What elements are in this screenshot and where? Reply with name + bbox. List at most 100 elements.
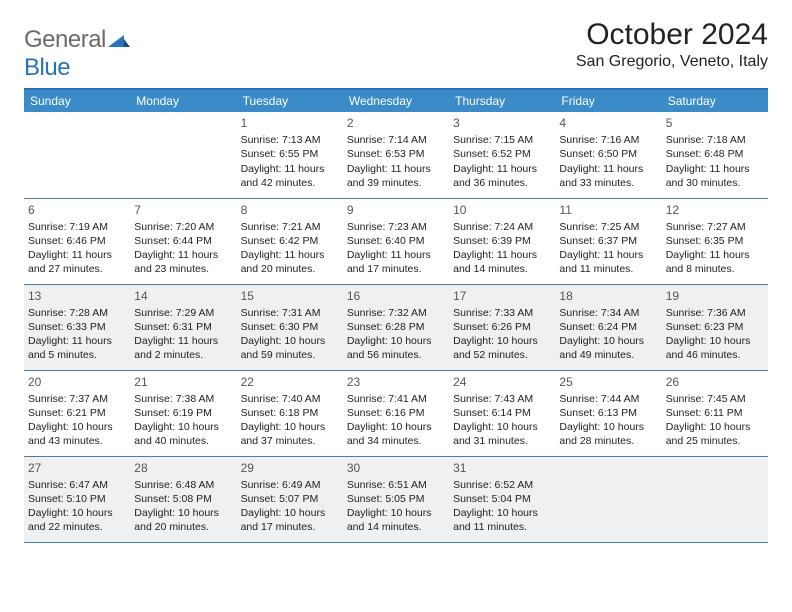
day-number: 17 bbox=[453, 288, 551, 304]
calendar-day: 24Sunrise: 7:43 AMSunset: 6:14 PMDayligh… bbox=[449, 370, 555, 456]
sunset-text: Sunset: 6:24 PM bbox=[559, 320, 657, 334]
sunset-text: Sunset: 6:19 PM bbox=[134, 406, 232, 420]
sunset-text: Sunset: 6:23 PM bbox=[666, 320, 764, 334]
sunrise-text: Sunrise: 7:14 AM bbox=[347, 133, 445, 147]
daylight-text: Daylight: 10 hours and 56 minutes. bbox=[347, 334, 445, 362]
calendar-week: 20Sunrise: 7:37 AMSunset: 6:21 PMDayligh… bbox=[24, 370, 768, 456]
location-label: San Gregorio, Veneto, Italy bbox=[576, 53, 768, 71]
sunrise-text: Sunrise: 7:25 AM bbox=[559, 220, 657, 234]
daylight-text: Daylight: 10 hours and 43 minutes. bbox=[28, 420, 126, 448]
daylight-text: Daylight: 11 hours and 5 minutes. bbox=[28, 334, 126, 362]
calendar-table: SundayMondayTuesdayWednesdayThursdayFrid… bbox=[24, 88, 768, 543]
calendar-day: 22 Sunrise: 7:40 AMSunset: 6:18 PMDayligh… bbox=[237, 370, 343, 456]
calendar-week: 13Sunrise: 7:28 AMSunset: 6:33 PMDayligh… bbox=[24, 284, 768, 370]
sunset-text: Sunset: 6:21 PM bbox=[28, 406, 126, 420]
daylight-text: Daylight: 11 hours and 2 minutes. bbox=[134, 334, 232, 362]
sunset-text: Sunset: 6:14 PM bbox=[453, 406, 551, 420]
month-title: October 2024 bbox=[576, 18, 768, 51]
sunset-text: Sunset: 6:46 PM bbox=[28, 234, 126, 248]
calendar-day: 23Sunrise: 7:41 AMSunset: 6:16 PMDayligh… bbox=[343, 370, 449, 456]
sunset-text: Sunset: 6:39 PM bbox=[453, 234, 551, 248]
day-number: 2 bbox=[347, 115, 445, 131]
header: General Blue October 2024 San Gregorio, … bbox=[24, 18, 768, 82]
calendar-day: 8Sunrise: 7:21 AMSunset: 6:42 PMDaylight… bbox=[237, 198, 343, 284]
sunset-text: Sunset: 5:05 PM bbox=[347, 492, 445, 506]
day-number: 9 bbox=[347, 202, 445, 218]
sunset-text: Sunset: 6:35 PM bbox=[666, 234, 764, 248]
calendar-day: 11Sunrise: 7:25 AMSunset: 6:37 PMDayligh… bbox=[555, 198, 661, 284]
calendar-week: 6Sunrise: 7:19 AMSunset: 6:46 PMDaylight… bbox=[24, 198, 768, 284]
brand-part1: General bbox=[24, 26, 106, 53]
sunrise-text: Sunrise: 7:44 AM bbox=[559, 392, 657, 406]
day-header: Monday bbox=[130, 89, 236, 112]
daylight-text: Daylight: 10 hours and 11 minutes. bbox=[453, 506, 551, 534]
calendar-day: 28Sunrise: 6:48 AMSunset: 5:08 PMDayligh… bbox=[130, 456, 236, 542]
daylight-text: Daylight: 11 hours and 27 minutes. bbox=[28, 248, 126, 276]
day-number: 20 bbox=[28, 374, 126, 390]
daylight-text: Daylight: 10 hours and 28 minutes. bbox=[559, 420, 657, 448]
sunrise-text: Sunrise: 7:38 AM bbox=[134, 392, 232, 406]
daylight-text: Daylight: 10 hours and 20 minutes. bbox=[134, 506, 232, 534]
sunrise-text: Sunrise: 6:47 AM bbox=[28, 478, 126, 492]
day-number: 4 bbox=[559, 115, 657, 131]
sunset-text: Sunset: 6:42 PM bbox=[241, 234, 339, 248]
calendar-day: 6 Sunrise: 7:19 AMSunset: 6:46 PMDaylight… bbox=[24, 198, 130, 284]
day-number: 10 bbox=[453, 202, 551, 218]
sunset-text: Sunset: 5:07 PM bbox=[241, 492, 339, 506]
sunrise-text: Sunrise: 7:43 AM bbox=[453, 392, 551, 406]
sunrise-text: Sunrise: 7:34 AM bbox=[559, 306, 657, 320]
daylight-text: Daylight: 11 hours and 11 minutes. bbox=[559, 248, 657, 276]
daylight-text: Daylight: 11 hours and 14 minutes. bbox=[453, 248, 551, 276]
day-number: 27 bbox=[28, 460, 126, 476]
sunrise-text: Sunrise: 7:24 AM bbox=[453, 220, 551, 234]
day-number: 13 bbox=[28, 288, 126, 304]
day-number: 16 bbox=[347, 288, 445, 304]
daylight-text: Daylight: 10 hours and 46 minutes. bbox=[666, 334, 764, 362]
sunset-text: Sunset: 6:16 PM bbox=[347, 406, 445, 420]
brand-logo: General Blue bbox=[24, 18, 130, 82]
daylight-text: Daylight: 11 hours and 36 minutes. bbox=[453, 162, 551, 190]
daylight-text: Daylight: 10 hours and 17 minutes. bbox=[241, 506, 339, 534]
calendar-day: 13Sunrise: 7:28 AMSunset: 6:33 PMDayligh… bbox=[24, 284, 130, 370]
daylight-text: Daylight: 11 hours and 23 minutes. bbox=[134, 248, 232, 276]
day-number: 3 bbox=[453, 115, 551, 131]
sunrise-text: Sunrise: 6:51 AM bbox=[347, 478, 445, 492]
day-number: 11 bbox=[559, 202, 657, 218]
sunset-text: Sunset: 6:31 PM bbox=[134, 320, 232, 334]
calendar-day: 27Sunrise: 6:47 AMSunset: 5:10 PMDayligh… bbox=[24, 456, 130, 542]
sunset-text: Sunset: 6:53 PM bbox=[347, 147, 445, 161]
sunset-text: Sunset: 6:40 PM bbox=[347, 234, 445, 248]
calendar-day: 14Sunrise: 7:29 AMSunset: 6:31 PMDayligh… bbox=[130, 284, 236, 370]
sunset-text: Sunset: 6:48 PM bbox=[666, 147, 764, 161]
daylight-text: Daylight: 10 hours and 37 minutes. bbox=[241, 420, 339, 448]
day-number: 12 bbox=[666, 202, 764, 218]
calendar-day: 30Sunrise: 6:51 AMSunset: 5:05 PMDayligh… bbox=[343, 456, 449, 542]
day-number: 6 bbox=[28, 202, 126, 218]
calendar-day: 25Sunrise: 7:44 AMSunset: 6:13 PMDayligh… bbox=[555, 370, 661, 456]
title-block: October 2024 San Gregorio, Veneto, Italy bbox=[576, 18, 768, 71]
calendar-day: 20Sunrise: 7:37 AMSunset: 6:21 PMDayligh… bbox=[24, 370, 130, 456]
calendar-day: 18Sunrise: 7:34 AMSunset: 6:24 PMDayligh… bbox=[555, 284, 661, 370]
calendar-day: 5Sunrise: 7:18 AMSunset: 6:48 PMDaylight… bbox=[662, 112, 768, 198]
sunrise-text: Sunrise: 7:19 AM bbox=[28, 220, 126, 234]
sunset-text: Sunset: 6:33 PM bbox=[28, 320, 126, 334]
day-number: 26 bbox=[666, 374, 764, 390]
day-number: 15 bbox=[241, 288, 339, 304]
daylight-text: Daylight: 10 hours and 52 minutes. bbox=[453, 334, 551, 362]
sunset-text: Sunset: 6:18 PM bbox=[241, 406, 339, 420]
daylight-text: Daylight: 10 hours and 25 minutes. bbox=[666, 420, 764, 448]
day-header: Sunday bbox=[24, 89, 130, 112]
calendar-day: 3Sunrise: 7:15 AMSunset: 6:52 PMDaylight… bbox=[449, 112, 555, 198]
daylight-text: Daylight: 10 hours and 22 minutes. bbox=[28, 506, 126, 534]
day-number: 29 bbox=[241, 460, 339, 476]
day-number: 22 bbox=[241, 374, 339, 390]
calendar-day: 12Sunrise: 7:27 AMSunset: 6:35 PMDayligh… bbox=[662, 198, 768, 284]
sunset-text: Sunset: 6:26 PM bbox=[453, 320, 551, 334]
calendar-day: 2Sunrise: 7:14 AMSunset: 6:53 PMDaylight… bbox=[343, 112, 449, 198]
sunset-text: Sunset: 6:50 PM bbox=[559, 147, 657, 161]
day-header: Thursday bbox=[449, 89, 555, 112]
sunrise-text: Sunrise: 7:40 AM bbox=[241, 392, 339, 406]
daylight-text: Daylight: 11 hours and 8 minutes. bbox=[666, 248, 764, 276]
calendar-day: 19Sunrise: 7:36 AMSunset: 6:23 PMDayligh… bbox=[662, 284, 768, 370]
day-number: 25 bbox=[559, 374, 657, 390]
